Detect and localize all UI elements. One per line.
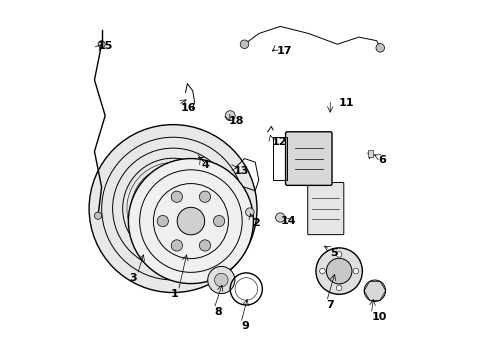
Text: 7: 7: [326, 300, 334, 310]
Text: 8: 8: [214, 307, 222, 317]
Circle shape: [177, 207, 204, 235]
Text: 6: 6: [378, 155, 386, 165]
Circle shape: [199, 240, 210, 251]
Circle shape: [336, 285, 341, 291]
Text: 3: 3: [129, 273, 137, 283]
Circle shape: [352, 268, 358, 274]
Circle shape: [375, 44, 384, 52]
Text: 16: 16: [180, 103, 195, 113]
Text: 14: 14: [280, 216, 295, 226]
Circle shape: [336, 252, 341, 257]
Circle shape: [319, 268, 325, 274]
Text: 2: 2: [251, 217, 259, 228]
Circle shape: [199, 191, 210, 202]
Circle shape: [157, 215, 168, 227]
FancyBboxPatch shape: [285, 132, 331, 185]
Circle shape: [364, 280, 385, 301]
Circle shape: [240, 40, 248, 49]
Circle shape: [245, 208, 254, 216]
Circle shape: [275, 213, 285, 222]
Circle shape: [325, 258, 351, 284]
Circle shape: [171, 240, 182, 251]
Text: 10: 10: [370, 312, 386, 322]
Text: 5: 5: [329, 248, 337, 258]
Circle shape: [214, 273, 227, 287]
Text: 17: 17: [276, 46, 291, 56]
Circle shape: [128, 158, 253, 284]
Circle shape: [89, 125, 257, 293]
Text: 12: 12: [271, 137, 286, 147]
Text: 15: 15: [98, 41, 113, 51]
Bar: [367, 150, 372, 157]
FancyBboxPatch shape: [307, 183, 343, 235]
Circle shape: [171, 191, 182, 202]
Circle shape: [213, 215, 224, 227]
Text: 4: 4: [201, 160, 209, 170]
Circle shape: [315, 248, 362, 294]
Circle shape: [207, 266, 234, 294]
Circle shape: [94, 212, 102, 219]
Circle shape: [98, 41, 105, 48]
Text: 1: 1: [170, 289, 178, 299]
Text: 18: 18: [228, 116, 244, 126]
Text: 11: 11: [339, 98, 354, 108]
Text: 13: 13: [233, 166, 249, 176]
Text: 9: 9: [241, 321, 248, 331]
Circle shape: [225, 111, 235, 121]
